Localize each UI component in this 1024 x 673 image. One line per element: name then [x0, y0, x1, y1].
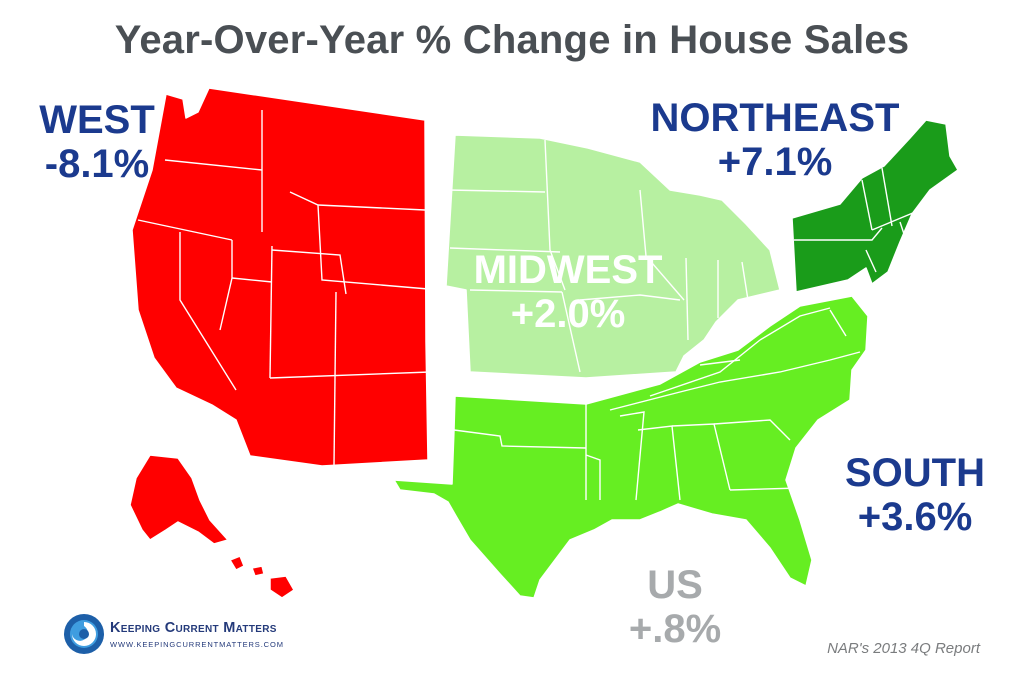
region-label-west: WEST -8.1%: [22, 100, 172, 184]
logo-name: Keeping Current Matters: [110, 620, 277, 636]
us-name: US: [647, 563, 703, 607]
region-label-midwest: MIDWEST +2.0%: [468, 250, 668, 334]
region-west[interactable]: [129, 87, 441, 599]
region-west-hawaii-1: [229, 555, 245, 571]
us-value: +.8%: [628, 607, 722, 651]
region-midwest-shape: [445, 134, 781, 379]
region-west-alaska: [129, 454, 229, 545]
region-label-northeast: NORTHEAST +7.1%: [640, 98, 910, 182]
region-west-shape: [131, 87, 429, 467]
region-south-shape: [393, 295, 869, 599]
region-value-south: +3.6%: [857, 495, 973, 539]
region-midwest-borders: [447, 139, 749, 373]
region-midwest[interactable]: [445, 134, 781, 379]
region-name-northeast: NORTHEAST: [650, 96, 900, 140]
region-west-hawaii-2: [251, 565, 265, 577]
source-note: NAR's 2013 4Q Report: [827, 640, 980, 657]
region-west-hawaii-3: [269, 575, 295, 599]
region-value-northeast: +7.1%: [717, 140, 833, 184]
kcm-logo[interactable]: Keeping Current Matters WWW.KEEPINGCURRE…: [62, 612, 312, 660]
region-west-borders: [137, 110, 441, 466]
us-total-label: US +.8%: [615, 565, 735, 649]
region-name-south: SOUTH: [845, 451, 985, 495]
region-south[interactable]: [393, 295, 869, 599]
region-name-midwest: MIDWEST: [473, 248, 663, 292]
logo-url: WWW.KEEPINGCURRENTMATTERS.COM: [110, 640, 284, 649]
region-value-west: -8.1%: [44, 142, 150, 186]
region-value-midwest: +2.0%: [510, 292, 626, 336]
region-south-borders: [453, 307, 861, 501]
swirl-logo-icon: [64, 614, 104, 654]
region-northeast[interactable]: [791, 119, 959, 293]
region-northeast-borders: [794, 167, 921, 273]
region-name-west: WEST: [39, 98, 155, 142]
region-label-south: SOUTH +3.6%: [840, 453, 990, 537]
region-northeast-shape: [791, 119, 959, 293]
map-title: Year-Over-Year % Change in House Sales: [114, 18, 910, 62]
